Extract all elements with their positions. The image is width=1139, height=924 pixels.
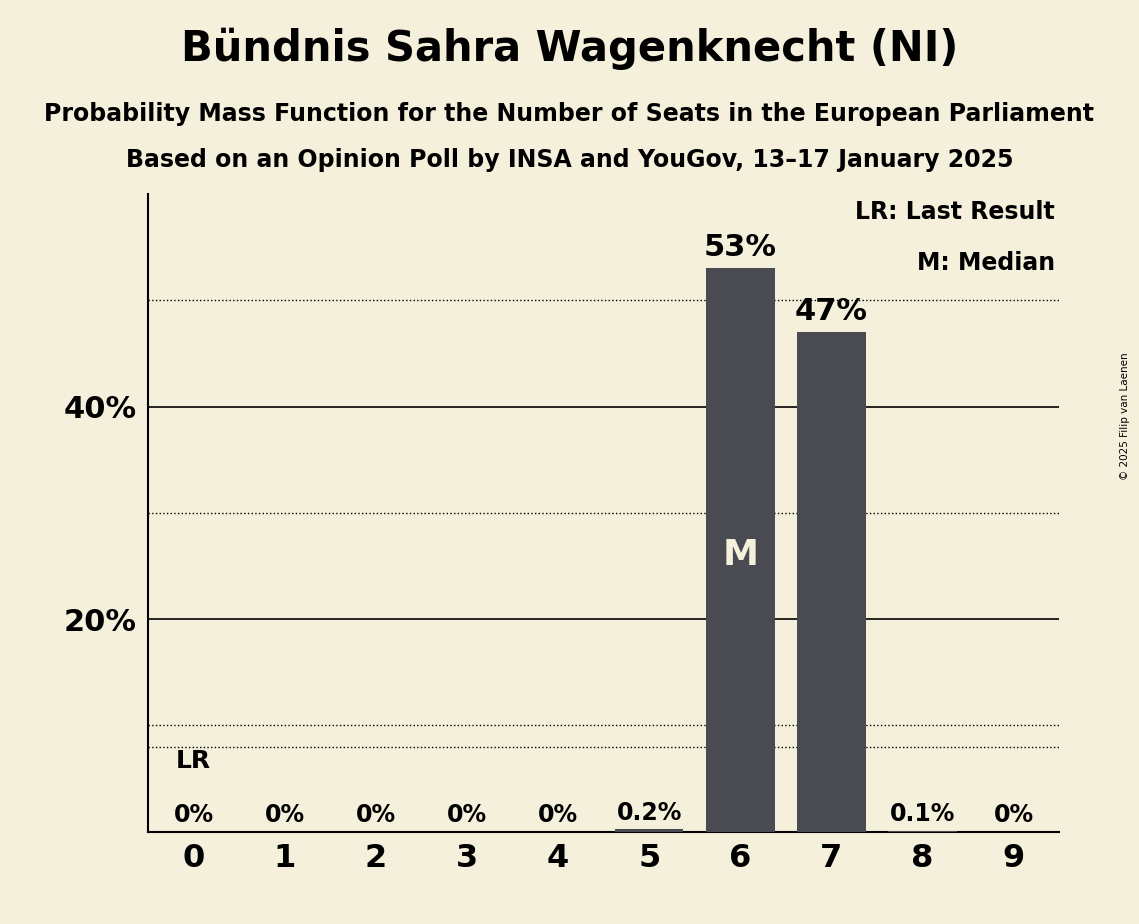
Text: 0%: 0% <box>538 803 579 827</box>
Text: 0%: 0% <box>993 803 1034 827</box>
Bar <box>888 831 957 832</box>
Text: 0%: 0% <box>446 803 487 827</box>
Text: Probability Mass Function for the Number of Seats in the European Parliament: Probability Mass Function for the Number… <box>44 102 1095 126</box>
Bar <box>615 830 683 832</box>
Bar <box>706 268 775 832</box>
Text: 0.2%: 0.2% <box>616 801 682 825</box>
Text: Based on an Opinion Poll by INSA and YouGov, 13–17 January 2025: Based on an Opinion Poll by INSA and You… <box>125 148 1014 172</box>
Text: 47%: 47% <box>795 297 868 326</box>
Text: 0.1%: 0.1% <box>890 802 956 826</box>
Text: M: Median: M: Median <box>917 251 1055 275</box>
Text: 0%: 0% <box>173 803 214 827</box>
Text: LR: Last Result: LR: Last Result <box>855 201 1055 225</box>
Text: Bündnis Sahra Wagenknecht (NI): Bündnis Sahra Wagenknecht (NI) <box>181 28 958 70</box>
Text: © 2025 Filip van Laenen: © 2025 Filip van Laenen <box>1120 352 1130 480</box>
Bar <box>797 333 866 832</box>
Text: LR: LR <box>177 749 211 773</box>
Text: 0%: 0% <box>264 803 305 827</box>
Text: M: M <box>722 539 759 572</box>
Text: 53%: 53% <box>704 233 777 262</box>
Text: 0%: 0% <box>355 803 396 827</box>
